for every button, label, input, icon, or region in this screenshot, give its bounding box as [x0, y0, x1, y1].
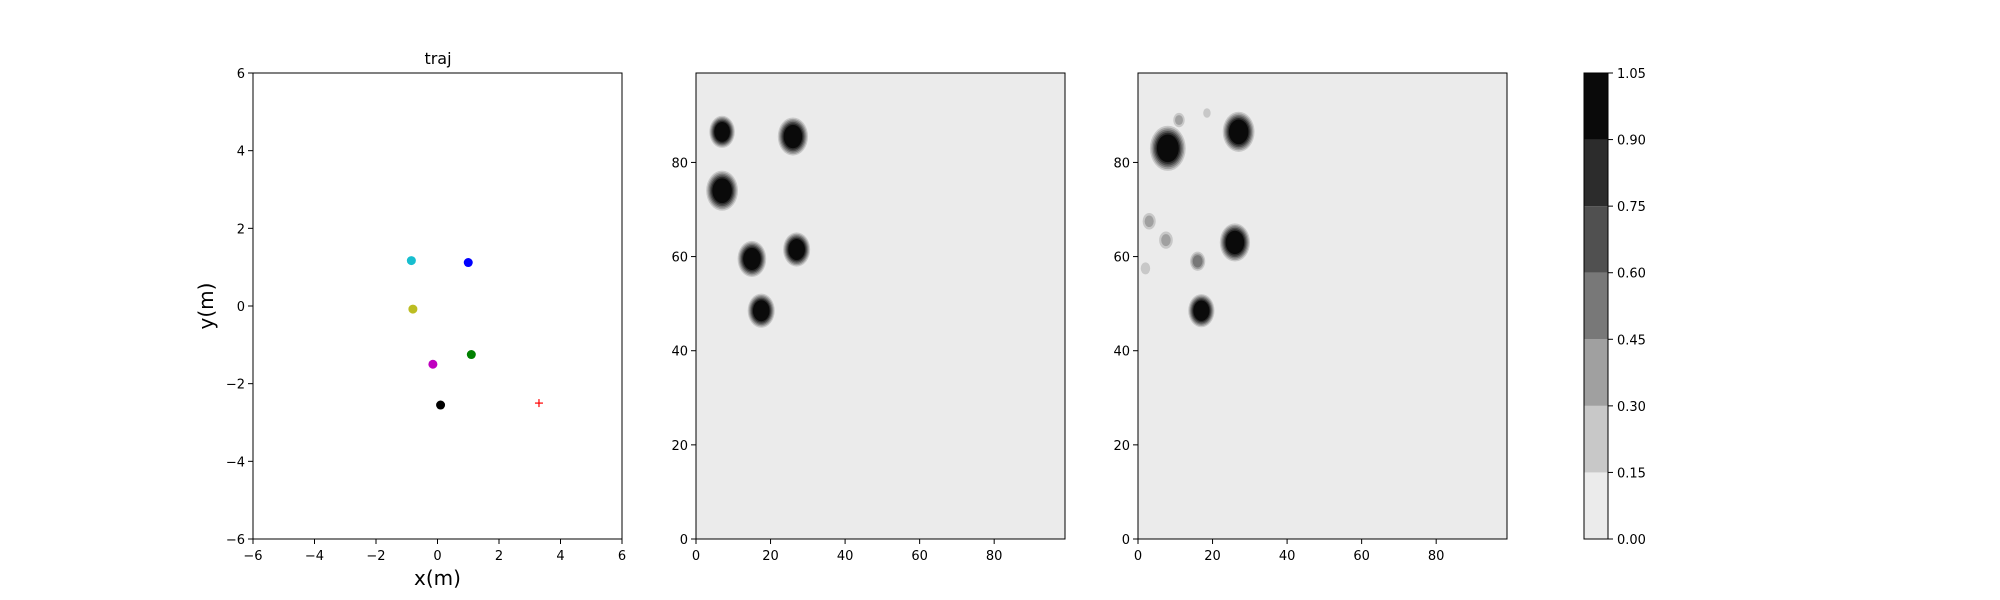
- traj-plot: traj −6 −4 −2 0 2 4 6 −6 −4 −2 0 2 4 6 x(m) y(m): [194, 49, 626, 590]
- obstacle-blob: [1190, 251, 1206, 271]
- obstacle-blob: [1140, 262, 1151, 275]
- map1-frame: [695, 72, 1066, 540]
- y-tick-label: 6: [237, 67, 245, 82]
- colorbar-band: [1584, 139, 1608, 207]
- colorbar-frame: [1583, 72, 1609, 540]
- colorbar: 0.00 0.15 0.30 0.45 0.60 0.75 0.90 1.05: [1583, 67, 1646, 548]
- agent-point: [428, 359, 438, 369]
- x-tick-label: 0: [433, 549, 441, 564]
- obstacle-blob: [1222, 111, 1255, 152]
- obstacle-blob: [1149, 125, 1186, 171]
- obstacle-blob: [709, 115, 735, 148]
- obstacle-blob: [1173, 112, 1185, 128]
- y-tick-label: −2: [226, 378, 245, 393]
- y-tick-label: 20: [671, 439, 688, 454]
- x-tick-label: −2: [366, 549, 385, 564]
- colorbar-tick-label: 0.15: [1617, 466, 1646, 481]
- map2-x-ticks: 0 20 40 60 80: [1134, 539, 1445, 564]
- obstacle-blob: [1142, 212, 1156, 230]
- y-tick-label: −6: [226, 533, 245, 548]
- colorbar-band: [1584, 73, 1608, 140]
- map2-frame: [1137, 72, 1508, 540]
- obstacle-blob: [1203, 108, 1211, 118]
- ground-truth-map: 0 20 40 60 80 0 20 40 60 80: [671, 72, 1066, 564]
- colorbar-tick-label: 0.90: [1617, 134, 1646, 149]
- colorbar-band: [1584, 405, 1608, 473]
- colorbar-band: [1584, 339, 1608, 406]
- x-tick-label: 20: [1204, 549, 1221, 564]
- obstacle-blob: [1188, 294, 1215, 328]
- colorbar-tick-label: 0.00: [1617, 533, 1646, 548]
- obstacle-blob: [706, 170, 739, 211]
- colorbar-tick-label: 0.75: [1617, 200, 1646, 215]
- x-tick-label: 2: [495, 549, 503, 564]
- estimated-map: 0 20 40 60 80 0 20 40 60 80: [1113, 72, 1508, 564]
- traj-x-axis-label: x(m): [414, 566, 461, 590]
- x-tick-label: 40: [837, 549, 854, 564]
- agent-point: [408, 304, 418, 314]
- map1-y-ticks: 0 20 40 60 80: [671, 156, 696, 548]
- x-tick-label: −6: [243, 549, 262, 564]
- y-tick-label: 0: [680, 533, 688, 548]
- x-tick-label: 60: [1353, 549, 1370, 564]
- x-tick-label: 0: [1134, 549, 1142, 564]
- obstacle-blob: [777, 117, 809, 156]
- colorbar-tick-label: 0.60: [1617, 267, 1646, 282]
- y-tick-label: 40: [1113, 345, 1130, 360]
- x-tick-label: 60: [911, 549, 928, 564]
- traj-plot-area: [253, 73, 622, 539]
- traj-y-axis-label: y(m): [194, 283, 218, 330]
- y-tick-label: 4: [237, 145, 245, 160]
- obstacle-blob: [737, 240, 767, 278]
- traj-points: [406, 256, 543, 410]
- colorbar-band: [1584, 206, 1608, 273]
- x-tick-label: 20: [762, 549, 779, 564]
- obstacle-blob: [747, 293, 775, 328]
- y-tick-label: −4: [226, 455, 245, 470]
- colorbar-tick-label: 0.30: [1617, 400, 1646, 415]
- traj-y-ticks: −6 −4 −2 0 2 4 6: [226, 67, 253, 548]
- y-tick-label: 0: [1122, 533, 1130, 548]
- agent-point: [406, 256, 416, 266]
- traj-x-ticks: −6 −4 −2 0 2 4 6: [243, 539, 626, 564]
- map2-obstacles: [1140, 108, 1255, 328]
- obstacle-blob: [1219, 223, 1251, 262]
- y-tick-label: 0: [237, 300, 245, 315]
- traj-frame: [252, 72, 623, 540]
- map1-x-ticks: 0 20 40 60 80: [692, 539, 1003, 564]
- y-tick-label: 60: [671, 251, 688, 266]
- colorbar-band: [1584, 272, 1608, 340]
- x-tick-label: 80: [986, 549, 1003, 564]
- y-tick-label: 40: [671, 345, 688, 360]
- y-tick-label: 80: [671, 156, 688, 171]
- map2-y-ticks: 0 20 40 60 80: [1113, 156, 1138, 548]
- x-tick-label: 80: [1428, 549, 1445, 564]
- agent-point: [463, 258, 473, 268]
- colorbar-band: [1584, 472, 1608, 539]
- colorbar-tick-label: 0.45: [1617, 333, 1646, 348]
- agent-point: [436, 400, 446, 410]
- y-tick-label: 20: [1113, 439, 1130, 454]
- colorbar-tick-label: 1.05: [1617, 67, 1646, 82]
- x-tick-label: 6: [618, 549, 626, 564]
- colorbar-ticks: 0.00 0.15 0.30 0.45 0.60 0.75 0.90 1.05: [1608, 67, 1646, 548]
- y-tick-label: 80: [1113, 156, 1130, 171]
- obstacle-blob: [783, 232, 811, 267]
- colorbar-bands: [1584, 73, 1608, 539]
- traj-title: traj: [424, 49, 451, 68]
- goal-marker: [534, 399, 543, 408]
- x-tick-label: −4: [305, 549, 324, 564]
- obstacle-blob: [1159, 231, 1173, 249]
- y-tick-label: 2: [237, 222, 245, 237]
- map1-obstacles: [706, 115, 811, 328]
- x-tick-label: 0: [692, 549, 700, 564]
- y-tick-label: 60: [1113, 251, 1130, 266]
- x-tick-label: 40: [1279, 549, 1296, 564]
- agent-point: [466, 350, 476, 360]
- x-tick-label: 4: [556, 549, 564, 564]
